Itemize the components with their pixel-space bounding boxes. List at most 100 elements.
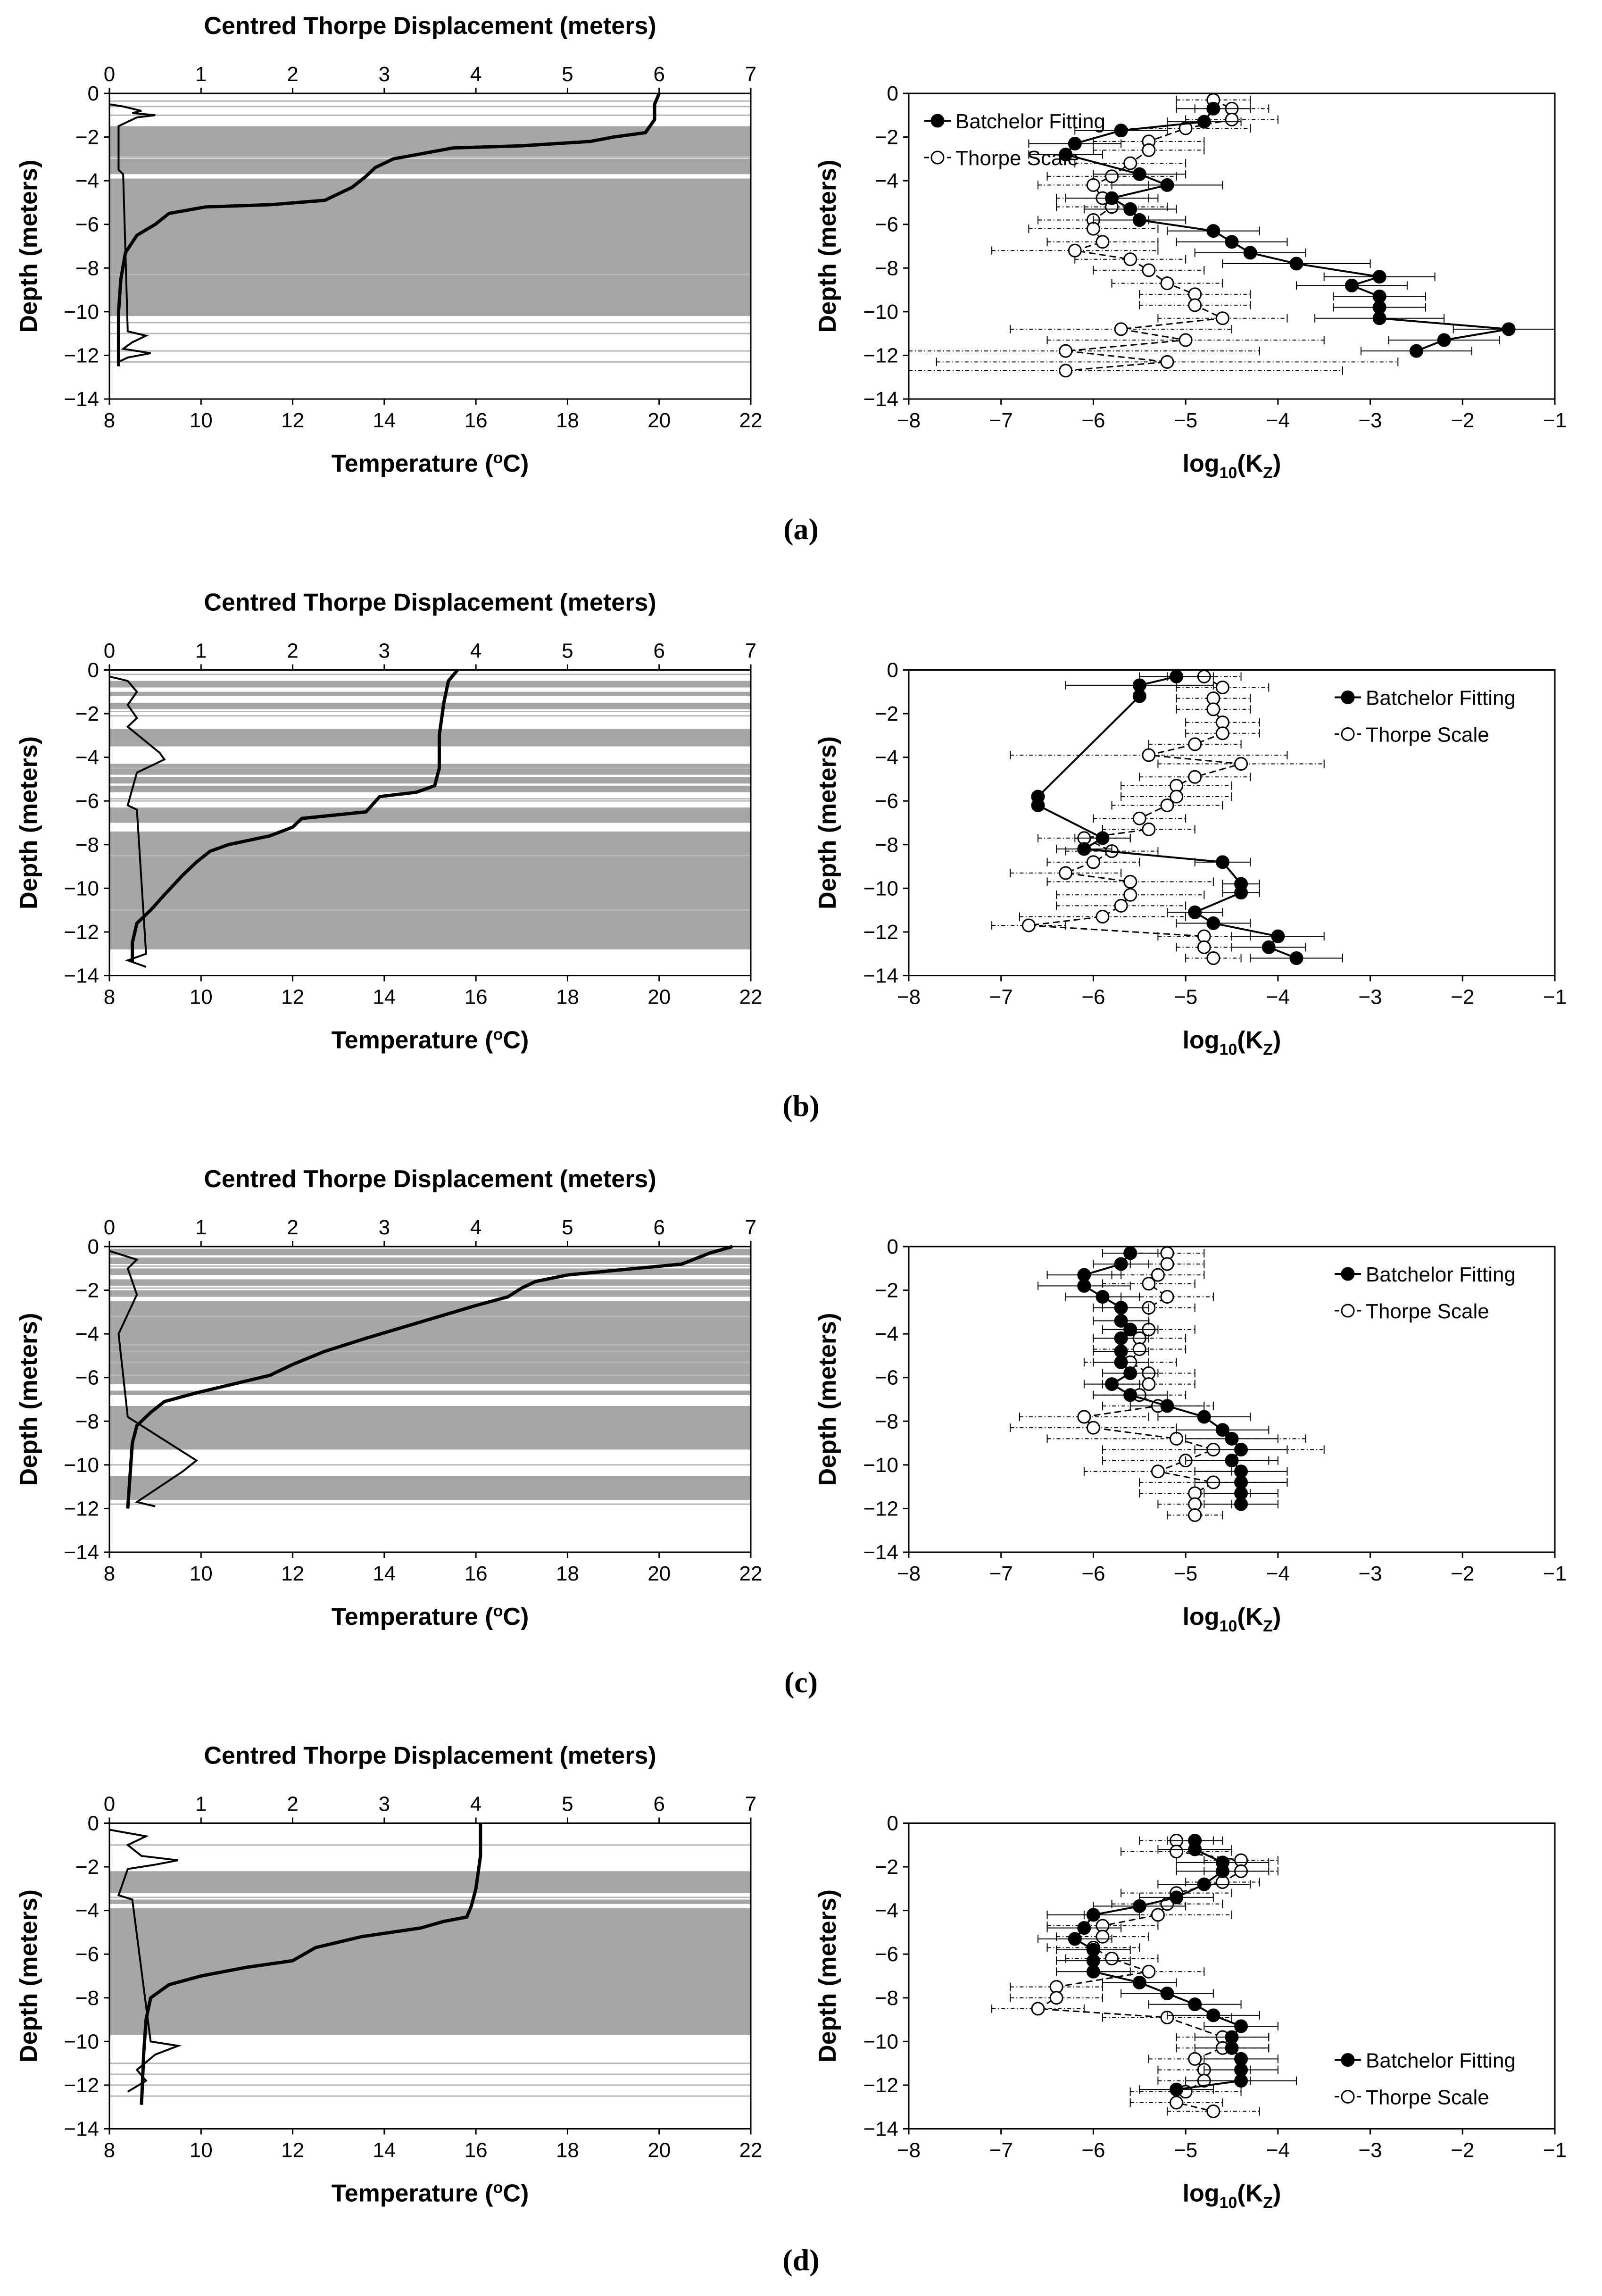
x-tick-label: 12 <box>281 409 304 432</box>
x-tick-label: 10 <box>190 2139 213 2162</box>
x-tick-label: −8 <box>897 986 921 1009</box>
thorpe-point <box>1160 276 1174 291</box>
batchelor-point <box>1105 1377 1119 1391</box>
x-tick-label: 12 <box>281 986 304 1009</box>
batchelor-point <box>1243 246 1257 260</box>
x-tick-label: −6 <box>1081 2139 1105 2162</box>
legend-marker-batchelor <box>1341 1267 1355 1281</box>
legend-label-batchelor: Batchelor Fitting <box>1366 687 1516 710</box>
panel-a: 8 10 12 14 16 18 20 220 1 2 3 4 5 6 70−2−4−6−8−10−12−1… <box>15 12 1567 482</box>
shaded-band <box>109 1248 751 1256</box>
batchelor-point <box>1170 1890 1184 1905</box>
y-tick-label: −8 <box>875 1410 898 1433</box>
y-tick-label: −12 <box>863 2074 898 2097</box>
batchelor-point <box>1068 1932 1082 1946</box>
batchelor-point <box>1234 2074 1248 2088</box>
x-tick-label: −8 <box>897 409 921 432</box>
y-tick-label: −4 <box>75 1323 99 1346</box>
x-tick-label: 22 <box>739 409 763 432</box>
x-tick-label: −3 <box>1358 2139 1382 2162</box>
thorpe-point <box>1086 178 1100 192</box>
x-axis-title: Temperature (oC) <box>332 1026 529 1054</box>
x-tick-label: −3 <box>1358 409 1382 432</box>
x-axis-title: log10(KZ) <box>1183 1603 1281 1635</box>
batchelor-point <box>1114 1314 1128 1328</box>
x-tick-label: −7 <box>989 409 1013 432</box>
x2-tick-label: 3 <box>379 1216 390 1239</box>
y-tick-label: −4 <box>875 1899 898 1922</box>
batchelor-point <box>1197 1410 1211 1424</box>
kz-chart: −8 −7 −6 −5 −4 −3 −2 −10−2−4−6−8−10−12−14log10(… <box>814 82 1567 482</box>
temperature-chart: 8 10 12 14 16 18 20 220 1 2 3 4 5 6 70−2−4−6−8−10−12−1… <box>15 589 762 1054</box>
batchelor-point <box>1114 1301 1128 1315</box>
y-tick-label: −6 <box>75 790 99 813</box>
x-tick-label: 14 <box>373 2139 396 2162</box>
x-tick-label: 18 <box>556 2139 579 2162</box>
x2-tick-label: 7 <box>745 1216 756 1239</box>
x-tick-label: −8 <box>897 2139 921 2162</box>
batchelor-point <box>1345 278 1359 292</box>
x2-tick-label: 2 <box>287 1793 298 1816</box>
thorpe-point <box>1206 951 1220 965</box>
thorpe-point <box>1114 322 1128 336</box>
legend: Batchelor Fitting Thorpe Scale <box>1335 687 1516 747</box>
legend: Batchelor Fitting Thorpe Scale <box>924 110 1105 170</box>
x-tick-label: −1 <box>1543 986 1567 1009</box>
x-tick-label: −4 <box>1266 409 1290 432</box>
plot-frame <box>108 1822 752 2130</box>
x2-tick-label: 0 <box>104 640 115 663</box>
x2-tick-label: 5 <box>562 640 573 663</box>
temperature-chart: 8 10 12 14 16 18 20 220 1 2 3 4 5 6 70−2−4−6−8−10−12−1… <box>15 1165 762 1630</box>
y-tick-label: −14 <box>64 388 99 411</box>
x-tick-label: 14 <box>373 986 396 1009</box>
thorpe-point <box>1151 1464 1165 1479</box>
x-tick-label: 20 <box>647 986 671 1009</box>
y-tick-label: −4 <box>875 169 898 192</box>
legend-marker-thorpe <box>1341 2090 1355 2104</box>
batchelor-point <box>1096 1289 1110 1304</box>
x-tick-label: −3 <box>1358 1562 1382 1585</box>
batchelor-point <box>1206 101 1220 116</box>
thorpe-point <box>1206 2104 1220 2118</box>
thorpe-point <box>1077 1410 1091 1424</box>
y-tick-label: 0 <box>88 1812 99 1835</box>
x-tick-label: −5 <box>1174 1562 1197 1585</box>
shaded-band <box>109 1871 751 1893</box>
x2-tick-label: 1 <box>195 640 207 663</box>
y-tick-label: −14 <box>64 2118 99 2141</box>
thorpe-point <box>1170 790 1184 804</box>
y-tick-label: −2 <box>875 702 898 725</box>
x2-tick-label: 6 <box>653 63 664 86</box>
thorpe-displacement-trace <box>109 103 156 363</box>
batchelor-point <box>1132 689 1146 703</box>
x2-tick-label: 2 <box>287 63 298 86</box>
y-axis-title: Depth (meters) <box>814 1889 841 2063</box>
thorpe-point <box>1105 1951 1119 1965</box>
x2-tick-label: 7 <box>745 1793 756 1816</box>
y-tick-label: −12 <box>64 1497 99 1520</box>
y-tick-label: −6 <box>75 213 99 236</box>
x-tick-label: 8 <box>104 2139 115 2162</box>
y-tick-label: −2 <box>75 126 99 149</box>
batchelor-point <box>1289 257 1303 271</box>
batchelor-point <box>1105 191 1119 205</box>
plot-frame <box>108 669 752 976</box>
y-tick-label: 0 <box>887 1235 898 1258</box>
x2-tick-label: 1 <box>195 1793 207 1816</box>
batchelor-point <box>1225 1431 1239 1446</box>
shaded-band <box>109 777 751 784</box>
y-axis-title: Depth (meters) <box>15 1313 42 1486</box>
legend-marker-batchelor <box>1341 2053 1355 2067</box>
thorpe-point <box>1151 1268 1165 1282</box>
y-tick-label: −10 <box>64 877 99 900</box>
legend-marker-batchelor <box>1341 690 1355 704</box>
x-tick-label: 20 <box>647 409 671 432</box>
x-tick-label: 10 <box>190 1562 213 1585</box>
x-tick-label: 12 <box>281 2139 304 2162</box>
y-tick-label: −10 <box>863 877 898 900</box>
x2-tick-label: 3 <box>379 63 390 86</box>
legend-marker-thorpe <box>1341 727 1355 741</box>
x-tick-label: −4 <box>1266 2139 1290 2162</box>
thorpe-point <box>1142 143 1156 157</box>
x2-tick-label: 3 <box>379 1793 390 1816</box>
